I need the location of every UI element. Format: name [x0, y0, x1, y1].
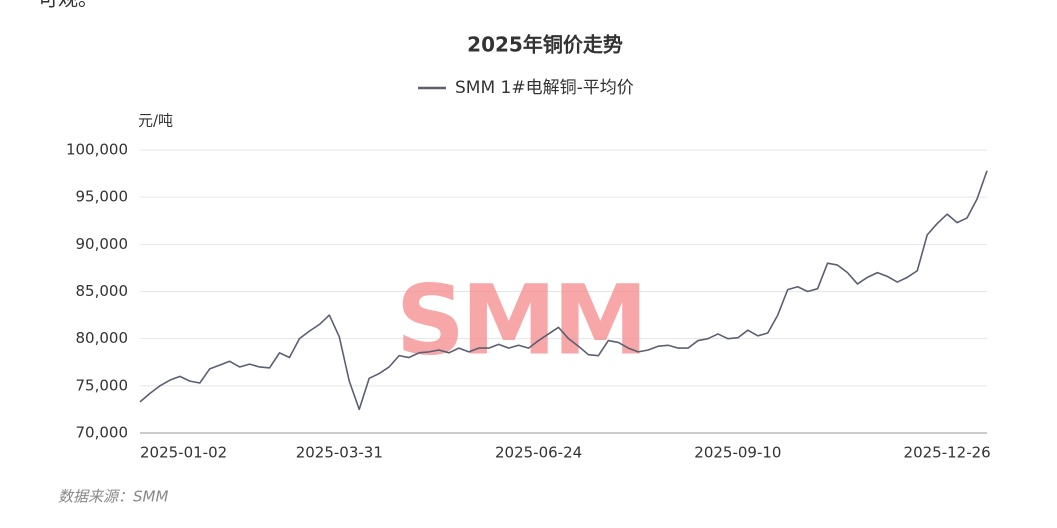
y-tick-label: 90,000: [76, 235, 129, 253]
y-tick-label: 95,000: [76, 188, 129, 206]
x-tick-label: 2025-09-10: [694, 444, 781, 462]
price-line: [139, 170, 988, 411]
y-tick-label: 100,000: [66, 141, 128, 159]
y-tick-label: 80,000: [76, 329, 129, 347]
page-fragment: 可观。: [38, 0, 98, 11]
y-tick-label: 75,000: [76, 376, 129, 394]
watermark: SMM: [396, 264, 644, 376]
x-tick-label: 2025-03-31: [296, 444, 383, 462]
y-tick-label: 70,000: [76, 424, 129, 442]
source-note: 数据来源：SMM: [58, 488, 168, 506]
y-unit-label: 元/吨: [138, 112, 173, 130]
chart-title: 2025年铜价走势: [467, 33, 623, 57]
x-tick-label: 2025-01-02: [140, 444, 227, 462]
x-tick-label: 2025-12-26: [904, 444, 991, 462]
x-tick-label: 2025-06-24: [495, 444, 582, 462]
y-tick-label: 85,000: [76, 282, 129, 300]
legend-label: SMM 1#电解铜-平均价: [455, 78, 634, 98]
